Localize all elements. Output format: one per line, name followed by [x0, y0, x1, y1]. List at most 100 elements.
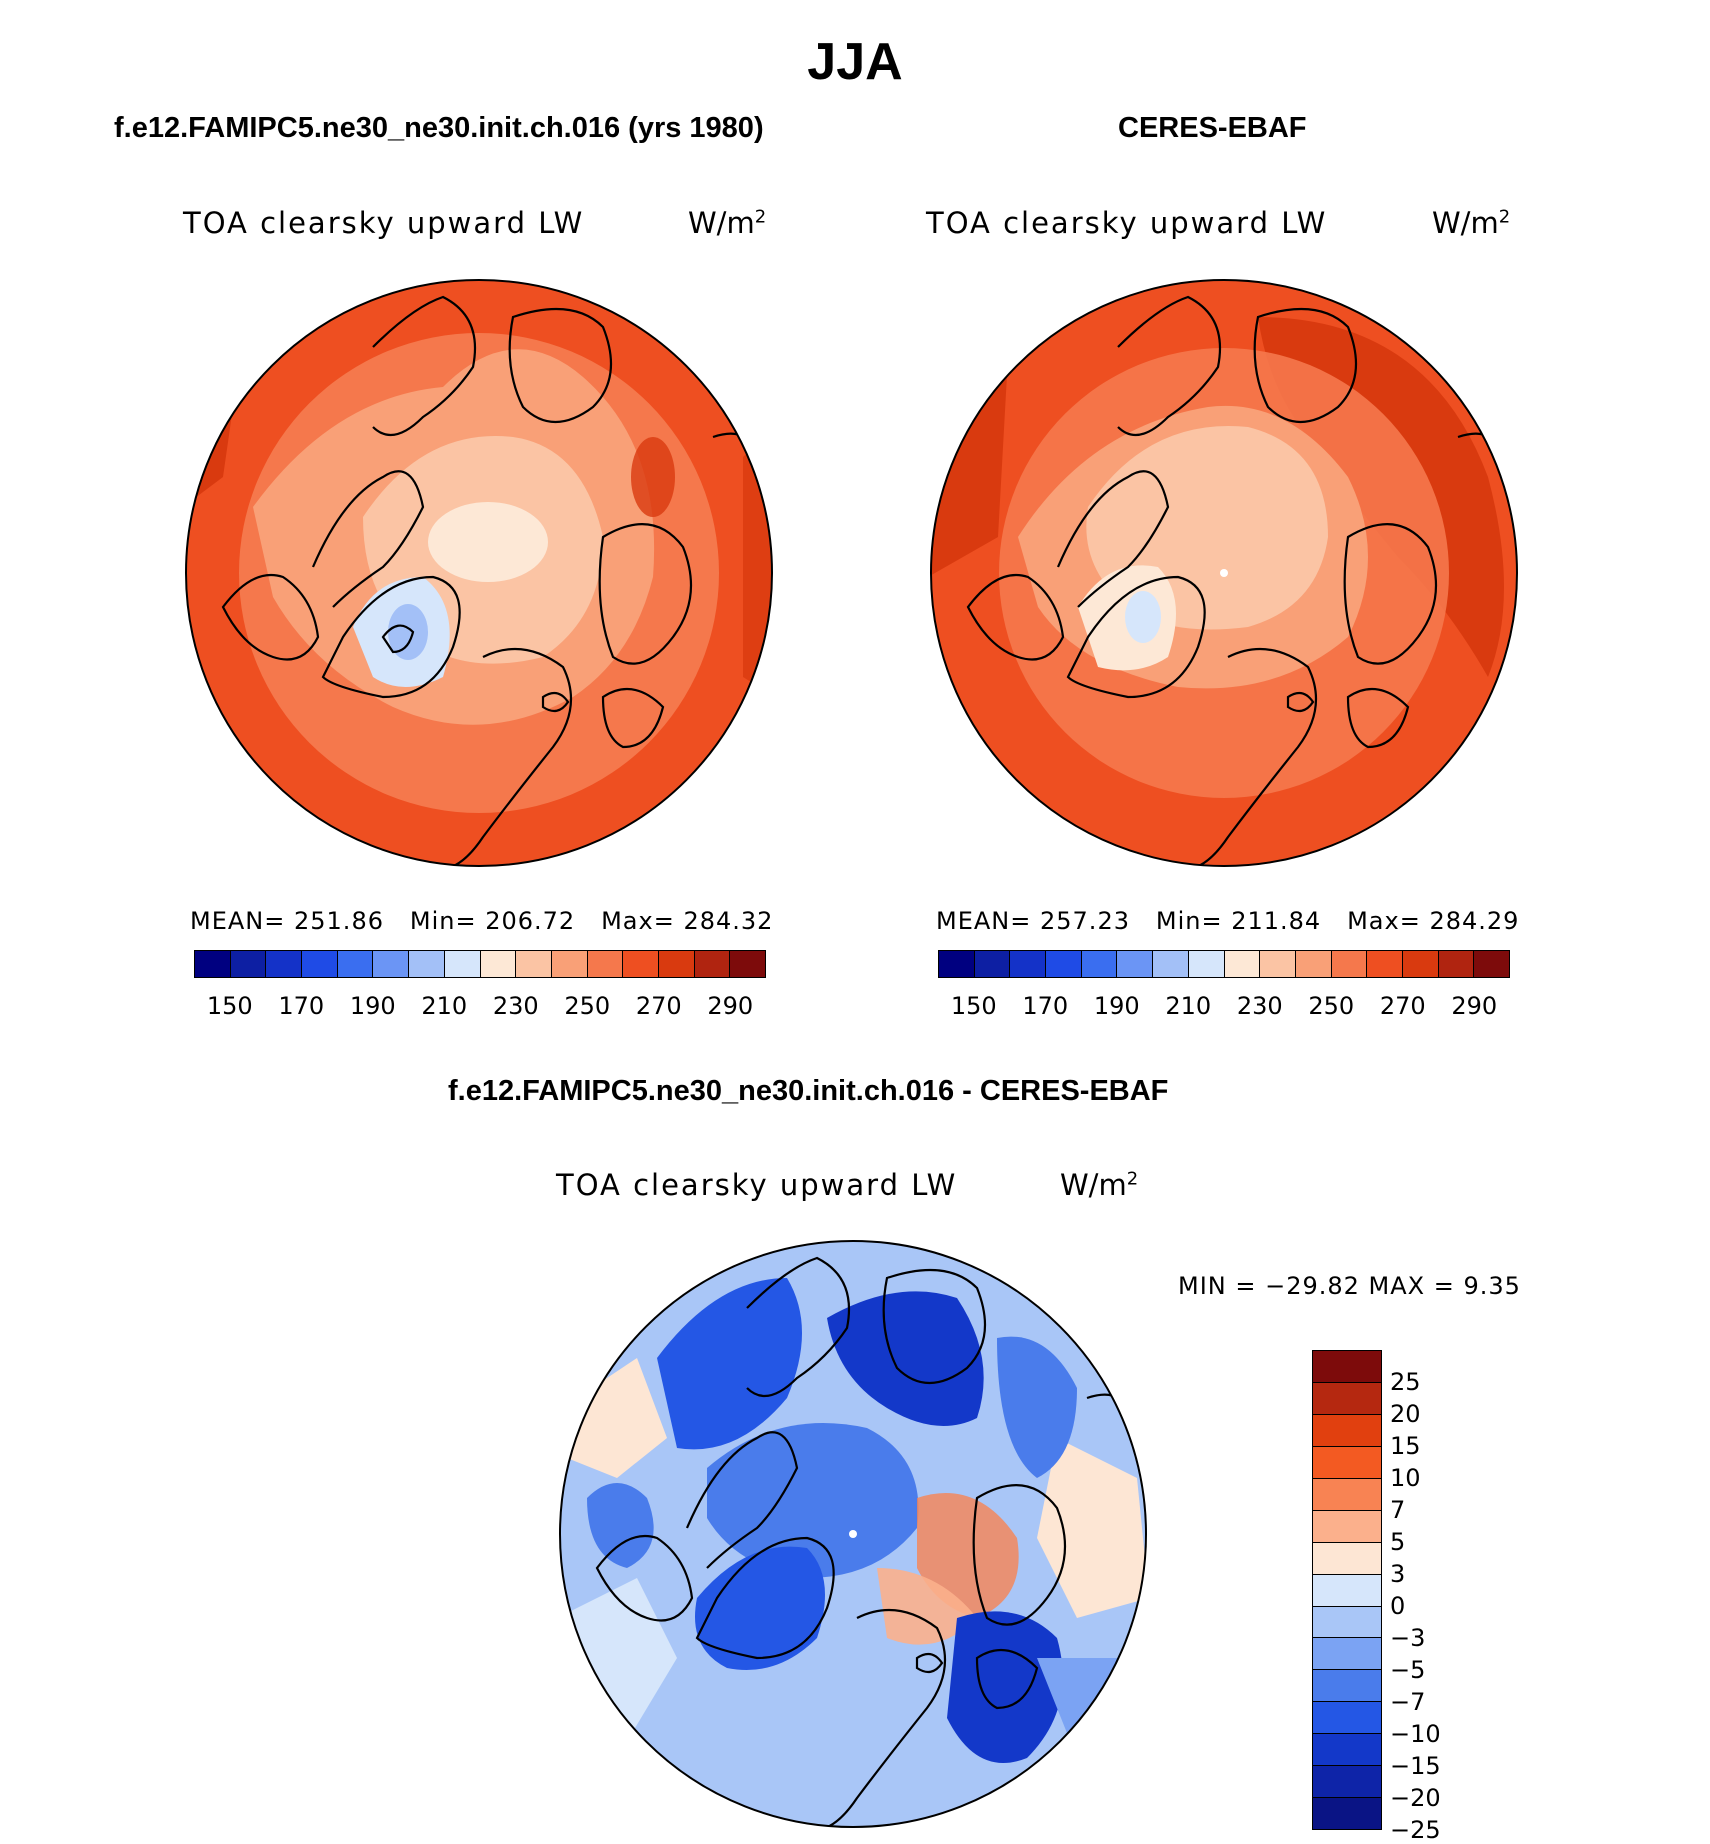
obs-coastlines: [966, 295, 1499, 866]
model-colorbar-tick: 150: [206, 992, 253, 1020]
obs-colorbar: [938, 950, 1510, 978]
obs-colorbar-box: [1331, 951, 1368, 977]
diff-colorbar-tick: 3: [1390, 1560, 1406, 1588]
obs-field: [931, 280, 1517, 866]
obs-colorbar-tick: 150: [950, 992, 997, 1020]
model-colorbar-box: [480, 951, 517, 977]
model-panel-title: f.e12.FAMIPC5.ne30_ne30.init.ch.016 (yrs…: [114, 112, 764, 144]
diff-subtitle: TOA clearsky upward LW: [556, 1168, 958, 1202]
diff-colorbar-box: [1313, 1798, 1381, 1830]
obs-colorbar-box: [1117, 951, 1154, 977]
diff-colorbar-tick: 0: [1390, 1592, 1406, 1620]
obs-colorbar-box: [1046, 951, 1082, 977]
obs-colorbar-box: [974, 951, 1011, 977]
model-colorbar-box: [266, 951, 303, 977]
obs-colorbar-tick: 230: [1236, 992, 1283, 1020]
diff-colorbar-box: [1313, 1351, 1381, 1383]
diff-units: W/m2: [1060, 1168, 1139, 1202]
obs-colorbar-box: [1438, 951, 1475, 977]
diff-colorbar-box: [1313, 1702, 1381, 1735]
diff-colorbar-tick: −3: [1390, 1624, 1426, 1652]
diff-colorbar-tick: −7: [1390, 1688, 1426, 1716]
diff-panel-title: f.e12.FAMIPC5.ne30_ne30.init.ch.016 - CE…: [448, 1075, 1169, 1107]
diff-colorbar-box: [1313, 1542, 1381, 1575]
model-colorbar-tick: 190: [349, 992, 396, 1020]
model-subtitle: TOA clearsky upward LW: [183, 206, 585, 240]
diff-colorbar-box: [1313, 1766, 1381, 1799]
obs-colorbar-box: [1224, 951, 1261, 977]
diff-colorbar-ticks: 25 20 15 10 7 5 3 0 −3 −5 −7 −10 −15 −20 −25: [1390, 1350, 1470, 1844]
obs-colorbar-box: [1260, 951, 1296, 977]
model-colorbar-box: [195, 951, 231, 977]
obs-polar-map: [930, 279, 1518, 867]
model-colorbar-box: [337, 951, 374, 977]
model-colorbar-tick: 230: [492, 992, 539, 1020]
diff-coastlines: [595, 1256, 1128, 1827]
diff-colorbar-box: [1313, 1382, 1381, 1415]
diff-polar-map: [559, 1240, 1147, 1828]
model-polar-map: [185, 279, 773, 867]
diff-colorbar-tick: −5: [1390, 1655, 1426, 1684]
model-colorbar-box: [409, 951, 445, 977]
obs-units: W/m2: [1432, 206, 1511, 240]
model-colorbar-tick: 210: [421, 992, 468, 1020]
diff-minmax: MIN = −29.82 MAX = 9.35: [1178, 1272, 1521, 1300]
diff-colorbar-tick: −20: [1390, 1784, 1441, 1812]
model-colorbar-box: [230, 951, 267, 977]
obs-colorbar-box: [1367, 951, 1403, 977]
diff-colorbar-tick: 25: [1390, 1368, 1421, 1396]
obs-subtitle: TOA clearsky upward LW: [926, 206, 1328, 240]
model-colorbar-box: [587, 951, 624, 977]
obs-colorbar-box: [1153, 951, 1189, 977]
model-units: W/m2: [688, 206, 767, 240]
obs-panel-title: CERES-EBAF: [1118, 112, 1307, 144]
model-stats: MEAN= 251.86 Min= 206.72 Max= 284.32: [190, 907, 774, 935]
model-colorbar-box: [302, 951, 338, 977]
model-colorbar-ticks: 150 170 190 210 230 250 270 290: [194, 990, 766, 1020]
model-colorbar-box: [551, 951, 588, 977]
diff-colorbar-tick: 5: [1390, 1528, 1406, 1556]
obs-colorbar-box: [1295, 951, 1332, 977]
diff-colorbar-box: [1313, 1606, 1381, 1639]
model-colorbar-box: [730, 951, 765, 977]
diff-colorbar-box: [1313, 1638, 1381, 1671]
obs-colorbar-box: [1474, 951, 1509, 977]
obs-colorbar-tick: 290: [1451, 992, 1498, 1020]
obs-stats: MEAN= 257.23 Min= 211.84 Max= 284.29: [936, 907, 1520, 935]
diff-colorbar-tick: −10: [1390, 1720, 1441, 1748]
obs-colorbar-tick: 210: [1165, 992, 1212, 1020]
diff-colorbar-tick: 10: [1390, 1464, 1421, 1492]
figure-title: JJA: [807, 33, 903, 91]
obs-colorbar-box: [1188, 951, 1225, 977]
obs-colorbar-box: [1402, 951, 1439, 977]
diff-colorbar-tick: 20: [1390, 1400, 1421, 1428]
model-colorbar-tick: 290: [707, 992, 754, 1020]
diff-colorbar-tick: 7: [1390, 1495, 1406, 1524]
obs-colorbar-box: [1081, 951, 1118, 977]
model-colorbar-box: [623, 951, 659, 977]
diff-colorbar-tick: −15: [1390, 1752, 1441, 1780]
diff-colorbar-box: [1313, 1478, 1381, 1511]
model-colorbar: [194, 950, 766, 978]
model-colorbar-tick: 270: [635, 992, 682, 1020]
obs-colorbar-box: [1010, 951, 1047, 977]
diff-colorbar-tick: 15: [1390, 1432, 1421, 1460]
obs-colorbar-tick: 250: [1308, 992, 1355, 1020]
diff-colorbar-box: [1313, 1670, 1381, 1703]
diff-colorbar-box: [1313, 1574, 1381, 1607]
obs-colorbar-tick: 170: [1022, 992, 1069, 1020]
obs-colorbar-box: [939, 951, 975, 977]
diff-colorbar-tick: −25: [1390, 1816, 1441, 1844]
obs-colorbar-tick: 190: [1093, 992, 1140, 1020]
model-colorbar-tick: 170: [278, 992, 325, 1020]
model-colorbar-box: [516, 951, 552, 977]
diff-colorbar-box: [1313, 1510, 1381, 1543]
model-colorbar-box: [694, 951, 731, 977]
diff-colorbar-box: [1313, 1446, 1381, 1479]
model-colorbar-tick: 250: [564, 992, 611, 1020]
diff-field: [560, 1241, 1146, 1827]
model-colorbar-box: [373, 951, 410, 977]
diff-colorbar-box: [1313, 1414, 1381, 1447]
obs-colorbar-ticks: 150 170 190 210 230 250 270 290: [938, 990, 1510, 1020]
model-colorbar-box: [444, 951, 481, 977]
